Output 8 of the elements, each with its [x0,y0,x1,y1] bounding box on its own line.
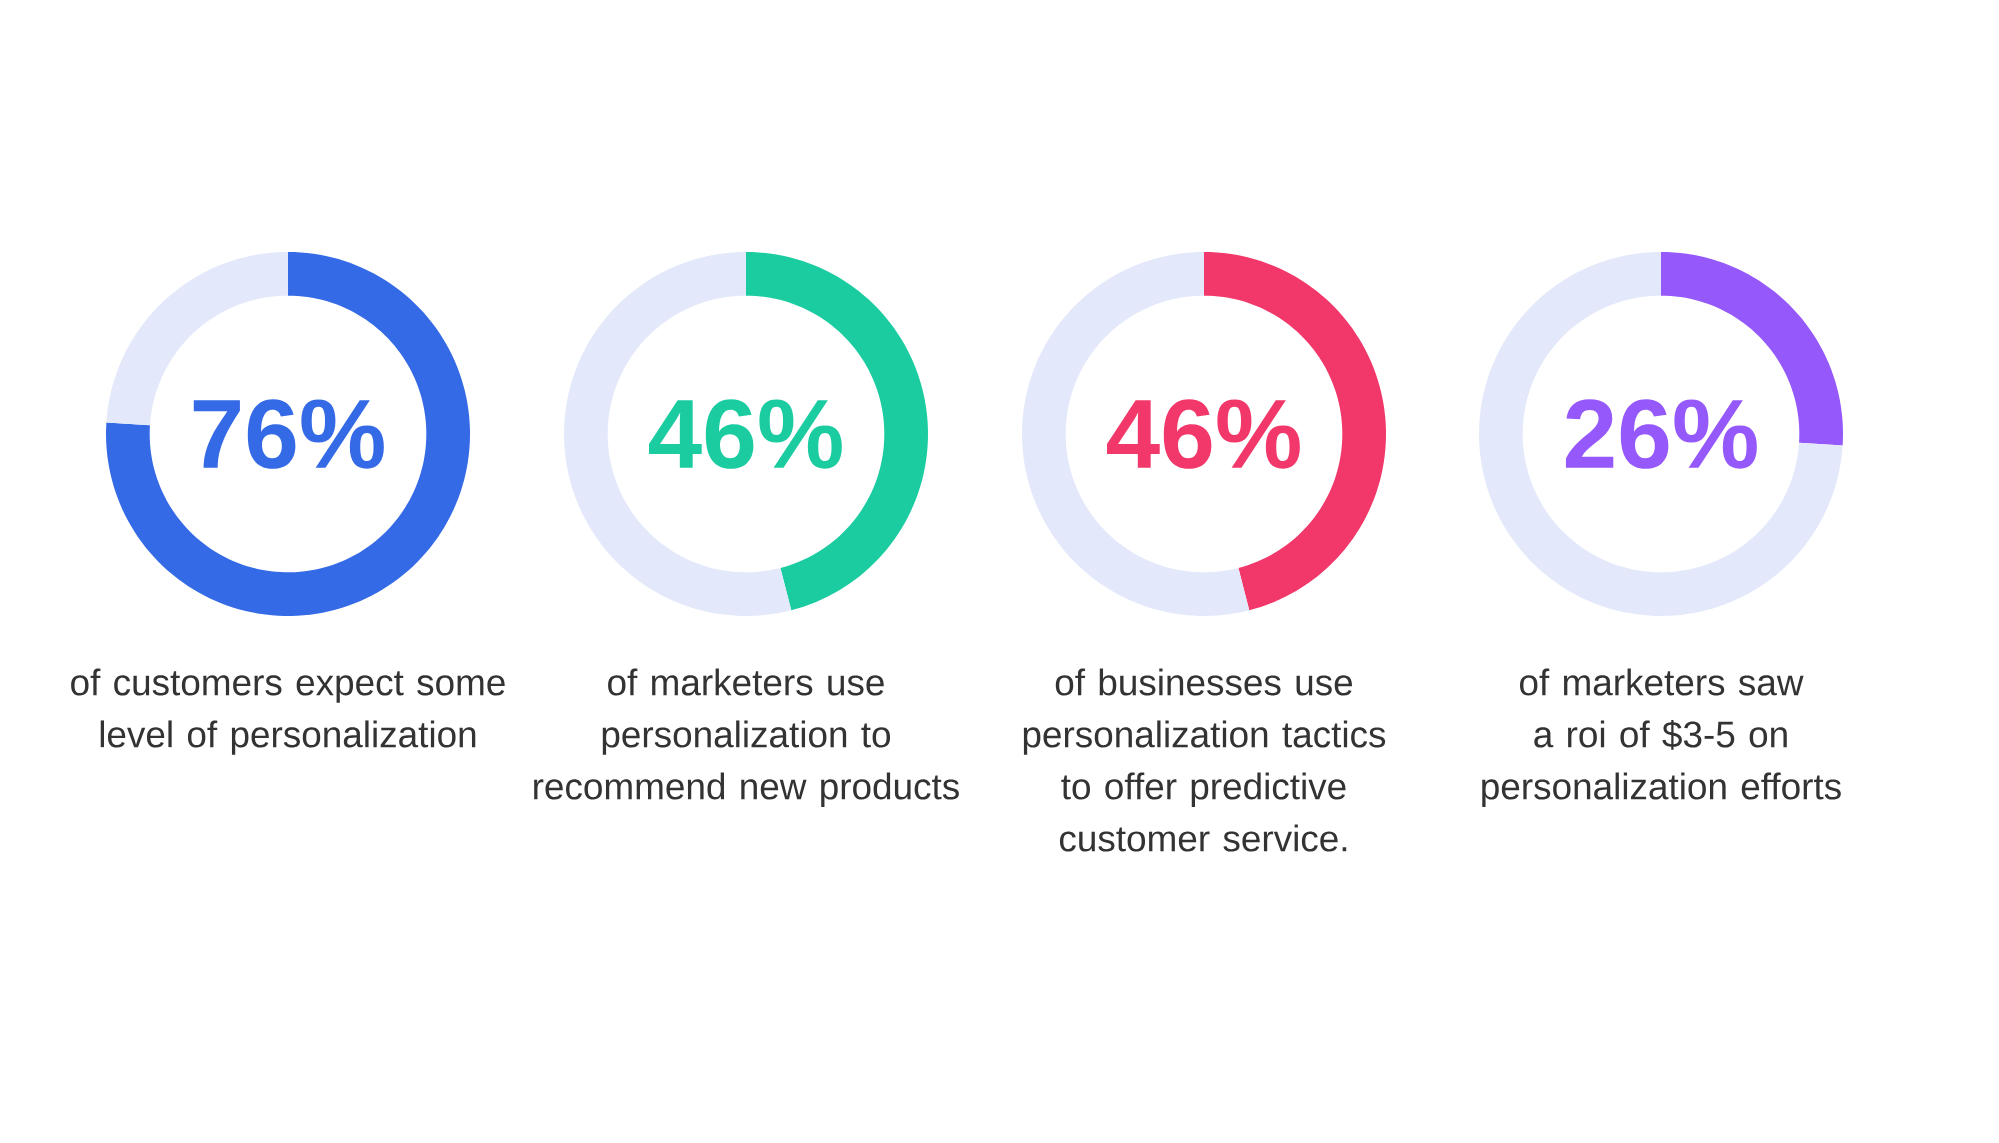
text: 76% [193,399,384,469]
text: of businesses use personalization tactics to offer predictive customer service. [1023,668,1386,852]
text: 46% [649,399,842,469]
text: of marketers saw a roi of $3-5 on personalization efforts [1482,668,1841,807]
text: 46% [1107,399,1300,469]
text: 26% [1565,399,1757,469]
text: of marketers use personalization to recommend new products [534,668,959,807]
text: of customers expect some level of personalization [71,668,505,755]
